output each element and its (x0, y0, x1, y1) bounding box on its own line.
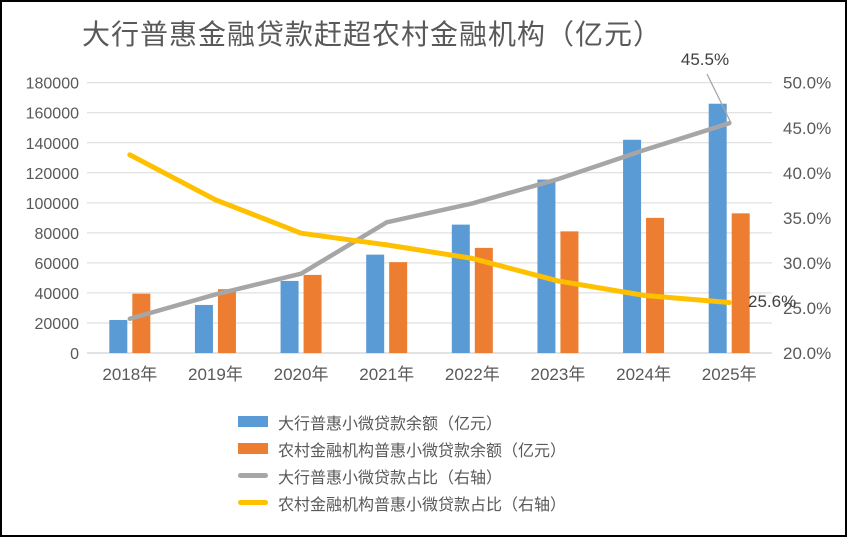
annotation-yellow-line-end: 25.6% (748, 292, 797, 311)
axis-tick-label: 45.0% (783, 119, 831, 138)
orange-bar-2024年 (646, 217, 665, 353)
blue-bar-2020年 (280, 280, 299, 353)
legend-label: 农村金融机构普惠小微贷款余额（亿元） (278, 442, 567, 460)
axis-tick-label: 80000 (35, 226, 80, 243)
blue-bar-2022年 (451, 224, 470, 353)
axis-tick-label: 20.0% (783, 344, 831, 363)
axis-tick-label: 2022年 (445, 365, 500, 384)
blue-bar-2019年 (194, 304, 213, 353)
blue-bar-swatch-icon (238, 416, 268, 427)
legend-label: 大行普惠小微贷款余额（亿元） (278, 415, 503, 433)
axis-tick-label: 2020年 (274, 365, 329, 384)
orange-bar-2025年 (731, 213, 750, 353)
axis-tick-label: 25.0% (783, 299, 831, 318)
annotation-leader-line (706, 73, 732, 124)
axis-tick-label: 35.0% (783, 209, 831, 228)
orange-bar-2018年 (132, 293, 151, 353)
orange-bar-2020年 (303, 274, 322, 353)
axis-tick-label: 2018年 (102, 365, 157, 384)
legend-label: 农村金融机构普惠小微贷款占比（右轴） (278, 496, 567, 514)
blue-bar-2025年 (708, 103, 727, 354)
axis-tick-label: 40000 (35, 286, 80, 303)
axis-tick-label: 180000 (26, 76, 79, 93)
gray-line-swatch-icon (238, 473, 268, 478)
gray-share-line (127, 120, 732, 322)
blue-bar-2024年 (623, 139, 642, 353)
axis-tick-label: 2025年 (702, 365, 757, 384)
legend-item-rural-share: 农村金融机构普惠小微贷款占比（右轴） (238, 489, 566, 516)
axis-tick-label: 160000 (26, 106, 79, 123)
blue-bar-2021年 (366, 254, 385, 353)
orange-bar-2023年 (560, 231, 579, 353)
axis-tick-label: 2023年 (531, 365, 586, 384)
axis-tick-label: 50.0% (783, 74, 831, 93)
orange-bar-2019年 (217, 289, 236, 353)
legend-item-big-bank-balance: 大行普惠小微贷款余额（亿元） (238, 408, 566, 435)
axis-tick-label: 30.0% (783, 254, 831, 273)
axis-tick-label: 120000 (26, 166, 79, 183)
axis-tick-label: 100000 (26, 196, 79, 213)
yellow-line-swatch-icon (238, 500, 268, 505)
orange-bar-swatch-icon (238, 443, 268, 454)
axis-tick-label: 60000 (35, 256, 80, 273)
chart-title: 大行普惠金融贷款赶超农村金融机构（亿元） (81, 19, 662, 50)
axis-tick-label: 0 (70, 346, 79, 363)
orange-bar-2021年 (389, 262, 408, 353)
legend-label: 大行普惠小微贷款占比（右轴） (278, 469, 503, 487)
axis-tick-label: 20000 (35, 316, 80, 333)
axis-tick-label: 140000 (26, 136, 79, 153)
axis-tick-label: 2024年 (616, 365, 671, 384)
axis-tick-label: 2019年 (188, 365, 243, 384)
legend-item-rural-balance: 农村金融机构普惠小微贷款余额（亿元） (238, 435, 566, 462)
legend-item-big-bank-share: 大行普惠小微贷款占比（右轴） (238, 462, 566, 489)
blue-bar-2018年 (109, 319, 128, 353)
orange-bar-2022年 (474, 247, 493, 353)
yellow-share-line (127, 152, 732, 306)
axis-tick-label: 40.0% (783, 164, 831, 183)
blue-bar-2023年 (537, 179, 556, 353)
legend: 大行普惠小微贷款余额（亿元） 农村金融机构普惠小微贷款余额（亿元） 大行普惠小微… (238, 408, 566, 516)
annotation-gray-line-end: 45.5% (680, 50, 730, 69)
axis-tick-label: 2021年 (359, 365, 414, 384)
